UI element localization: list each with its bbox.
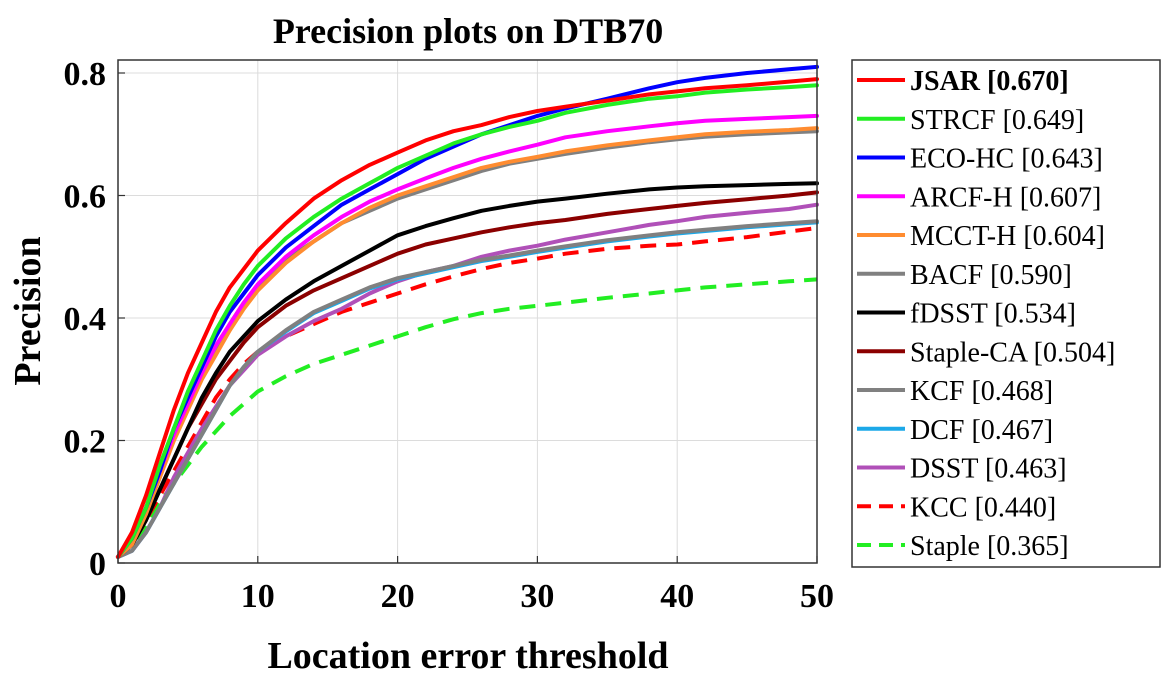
- legend-label: STRCF [0.649]: [910, 105, 1084, 136]
- legend-label: KCC [0.440]: [910, 492, 1056, 523]
- series-line: [116, 202, 819, 559]
- y-tick-label: 0.4: [64, 301, 107, 338]
- chart-title: Precision plots on DTB70: [273, 11, 663, 51]
- legend: JSAR [0.670] STRCF [0.649] ECO-HC [0.643] A…: [851, 59, 1161, 568]
- legend-label: JSAR [0.670]: [910, 66, 1069, 97]
- legend-label: DSST [0.463]: [910, 454, 1067, 485]
- legend-label: BACF [0.590]: [910, 260, 1072, 291]
- legend-entries: JSAR [0.670] STRCF [0.649] ECO-HC [0.643] A…: [857, 66, 1115, 562]
- y-tick-label: 0.2: [64, 424, 107, 461]
- plot-frame: [117, 59, 818, 564]
- legend-label: Staple-CA [0.504]: [910, 337, 1115, 368]
- x-tick-label: 10: [241, 578, 275, 615]
- x-tick-label: 50: [800, 578, 834, 615]
- legend-label: fDSST [0.534]: [910, 299, 1076, 330]
- axis-ticks: 0 10 20 30 40 50 0 0.2 0.4 0.6 0.8: [64, 56, 835, 615]
- series-line: [116, 113, 819, 559]
- series-line: [116, 219, 819, 559]
- x-tick-label: 30: [520, 578, 554, 615]
- legend-label: KCF [0.468]: [910, 376, 1053, 407]
- y-tick-label: 0.6: [64, 179, 107, 216]
- x-tick-label: 20: [381, 578, 415, 615]
- series-line: [116, 190, 819, 559]
- series-line: [116, 77, 819, 559]
- x-tick-label: 40: [660, 578, 694, 615]
- x-axis-label: Location error threshold: [267, 635, 668, 673]
- series-line: [116, 181, 819, 559]
- series-line: [116, 226, 818, 559]
- series-line: [116, 277, 818, 559]
- legend-label: DCF [0.467]: [910, 415, 1053, 446]
- legend-label: MCCT-H [0.604]: [910, 221, 1105, 252]
- series-lines: [116, 64, 819, 559]
- legend-label: Staple [0.365]: [910, 531, 1069, 562]
- y-axis-label: Precision: [7, 236, 49, 385]
- x-tick-label: 0: [110, 578, 127, 615]
- legend-label: ECO-HC [0.643]: [910, 144, 1103, 175]
- y-tick-label: 0.8: [64, 56, 107, 93]
- series-line: [116, 83, 819, 559]
- series-line: [116, 126, 819, 559]
- legend-label: ARCF-H [0.607]: [910, 182, 1101, 213]
- y-tick-label: 0: [89, 546, 106, 583]
